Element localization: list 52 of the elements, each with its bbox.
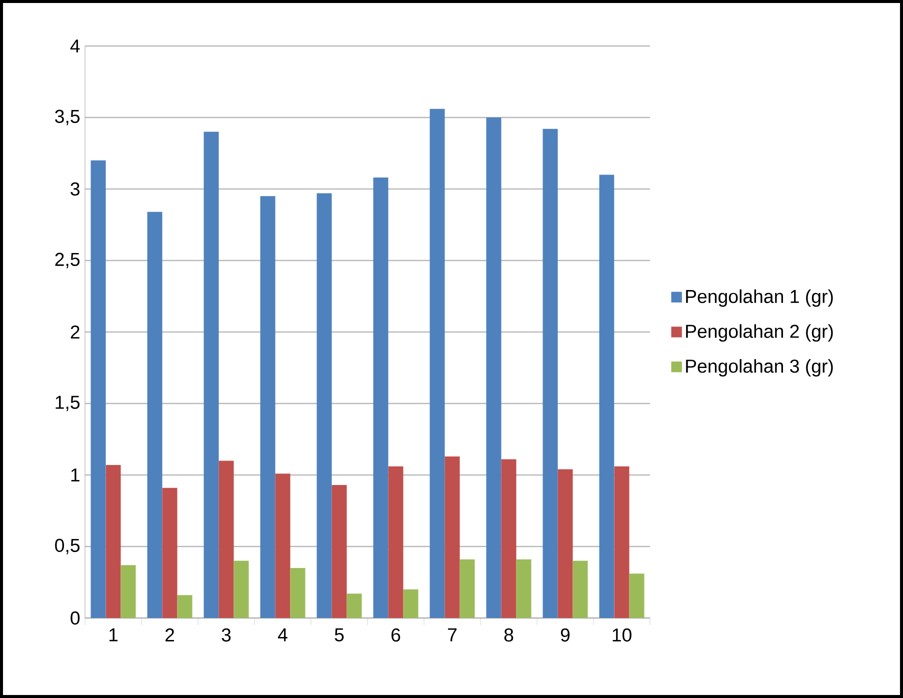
bar: [572, 560, 588, 618]
x-tick-label: 1: [109, 628, 118, 642]
bar: [332, 485, 347, 618]
x-tick-label: 5: [334, 628, 344, 642]
y-tick-label: 3: [70, 182, 80, 196]
bar: [162, 488, 178, 618]
x-tick-label: 2: [166, 628, 174, 642]
y-tick-label: 0,5: [55, 538, 80, 554]
bar: [204, 132, 219, 618]
x-tick-label: 10: [612, 628, 632, 642]
legend-label: Pengolahan 1 (gr): [686, 289, 833, 307]
y-tick-label: 4: [70, 40, 80, 52]
y-tick-label: 1,5: [56, 396, 80, 412]
bar: [542, 128, 558, 618]
bar: [388, 466, 404, 618]
x-tick-label: 4: [278, 628, 288, 642]
bar: [234, 560, 249, 618]
x-tick-label: 7: [448, 628, 457, 642]
bar: [316, 193, 332, 618]
bar: [177, 595, 192, 618]
bar: [147, 212, 162, 618]
bar: [106, 464, 121, 618]
y-tick-label: 3,5: [55, 110, 80, 126]
x-tick-label: 8: [504, 628, 514, 642]
bar: [430, 108, 445, 618]
bar: [373, 178, 388, 618]
bar: [460, 559, 475, 618]
y-tick-label: 2,5: [55, 252, 80, 268]
bar: [599, 174, 614, 618]
bar: [516, 559, 532, 618]
y-tick-label: 1: [71, 468, 80, 482]
x-tick-label: 3: [222, 628, 231, 642]
bar: [444, 456, 460, 618]
bar: [558, 469, 573, 618]
bar: [260, 196, 276, 618]
x-tick-label: 9: [560, 628, 570, 642]
bar: [629, 574, 644, 618]
bar: [614, 466, 630, 618]
bar: [486, 117, 502, 618]
bar: [218, 460, 234, 618]
bar: [346, 594, 362, 618]
bar: [290, 568, 306, 618]
bar: [403, 589, 418, 618]
bar: [90, 160, 106, 618]
y-tick-label: 0: [70, 611, 80, 625]
bar: [120, 565, 136, 618]
bar: [275, 474, 290, 618]
y-tick-label: 2: [70, 325, 80, 339]
bar: [501, 459, 516, 618]
x-tick-label: 6: [392, 628, 400, 642]
legend-label: Pengolahan 3 (gr): [686, 359, 833, 376]
legend-label: Pengolahan 2 (gr): [686, 324, 833, 342]
